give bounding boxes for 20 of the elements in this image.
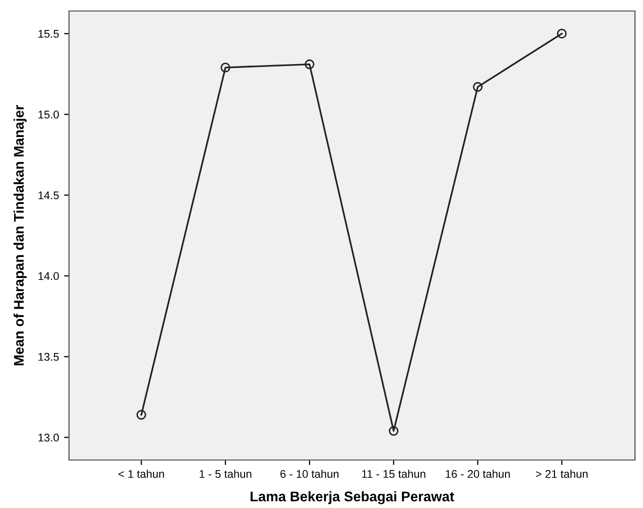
x-tick-label: < 1 tahun (118, 470, 164, 478)
point (556, 28, 567, 38)
x-tick-label: > 21 tahun (536, 470, 588, 478)
x-axis-title: Lama Bekerja Sebagai Perawat (250, 491, 454, 504)
x-tick-label: 11 - 15 tahun (362, 470, 426, 478)
point (472, 82, 483, 92)
point (220, 62, 230, 72)
x-tick-label: 16 - 20 tahun (446, 470, 510, 478)
y-axis-title: Mean of Harapan dan Tindakan Manajer (14, 105, 27, 366)
y-tick-label: 14.0 (38, 272, 59, 280)
point (388, 426, 398, 436)
point (136, 410, 146, 420)
y-tick-label: 15.0 (38, 110, 59, 118)
y-tick-label: 13.0 (38, 434, 59, 442)
y-tick-label: 13.5 (38, 352, 59, 361)
x-tick-label: 6 - 10 tahun (280, 470, 338, 478)
x-tick-label: 1 - 5 tahun (200, 470, 252, 478)
point (304, 59, 314, 70)
y-tick-label: 15.5 (38, 30, 59, 38)
y-tick-label: 14.5 (38, 192, 59, 200)
